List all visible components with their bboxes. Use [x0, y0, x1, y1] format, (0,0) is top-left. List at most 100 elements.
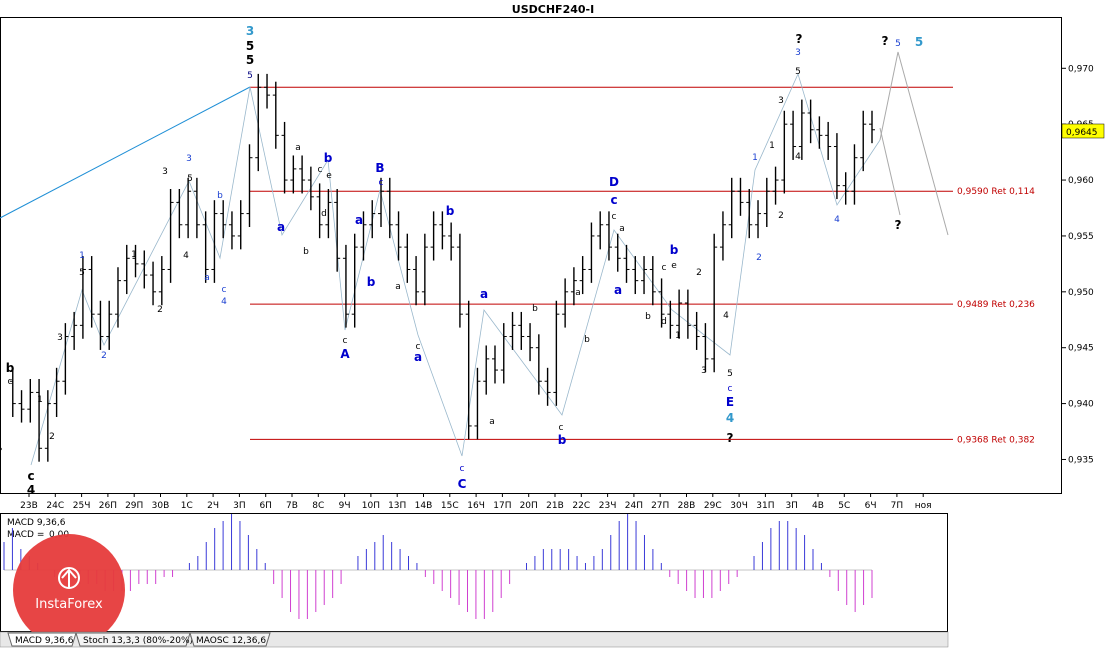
wave-label: 5 [895, 39, 901, 49]
wave-label: e [326, 171, 332, 181]
wave-label: 3 [778, 96, 784, 106]
wave-label: 1 [675, 331, 681, 341]
wave-label: a [489, 417, 495, 427]
x-tick-label: 5С [838, 501, 850, 511]
wave-label: 4 [834, 215, 840, 225]
wave-label: c [27, 469, 34, 483]
x-tick-label: 13П [388, 501, 406, 511]
forecast-path [879, 51, 949, 236]
wave-label: 5 [247, 71, 253, 81]
y-tick-label: 0,955 [1068, 232, 1094, 242]
wave-label: c [460, 464, 465, 474]
wave-label: 3 [701, 366, 707, 376]
x-tick-label: 17П [493, 501, 511, 511]
wave-label: 1 [37, 395, 43, 405]
wave-label: 4 [726, 411, 734, 425]
wave-label: c [222, 285, 227, 295]
wave-label: 4 [183, 251, 189, 261]
wave-label: 2 [101, 351, 107, 361]
wave-label: 3 [246, 24, 254, 38]
wave-label: b [6, 361, 15, 375]
x-tick-label: 9Ч [339, 501, 351, 511]
wave-label: c [379, 178, 384, 188]
wave-label: b [584, 335, 590, 345]
x-tick-label: 7В [286, 501, 298, 511]
x-axis: 23В 24С 25Ч 26П 29П 30В 1С 2Ч 3П 6П 7В 8С 9Ч 10П 13П 14… [20, 493, 932, 511]
wave-label: a [619, 224, 625, 234]
wave-label: 5 [79, 268, 85, 278]
tab-stoch-label: Stoch 13,3,3 (80%-20%) [83, 636, 193, 646]
wave-label: a [277, 220, 285, 234]
chart-title: USDCHF240-I [512, 3, 594, 16]
x-tick-label: 22С [572, 501, 590, 511]
x-tick-label: 7П [891, 501, 904, 511]
x-tick-label: 27П [651, 501, 669, 511]
y-tick-label: 0,950 [1068, 288, 1094, 298]
wave-trendlines [0, 72, 881, 466]
last-price-tag: 0,9645 [1061, 123, 1105, 139]
wave-label: b [670, 243, 679, 257]
x-tick-label: 8С [312, 501, 324, 511]
y-tick-label: 0,940 [1068, 400, 1094, 410]
wave-label: 4 [795, 152, 801, 162]
wave-label: c [610, 193, 617, 207]
wave-label: 5 [727, 369, 733, 379]
wave-label: a [395, 282, 401, 292]
wave-label: a [414, 350, 422, 364]
tab-macd[interactable]: MACD 9,36,6 [7, 632, 77, 647]
wave-label: a [614, 283, 622, 297]
wave-label: C [458, 477, 467, 491]
tab-maosc[interactable]: MAOSC 12,36,6 [189, 632, 271, 647]
watermark-text: InstaForex [35, 597, 103, 612]
wave-label: 4 [27, 483, 35, 497]
x-tick-label: 29П [125, 501, 143, 511]
tab-stoch[interactable]: Stoch 13,3,3 (80%-20%) [75, 632, 193, 647]
wave-label: 5 [246, 39, 254, 53]
wave-label: 1 [79, 251, 85, 261]
x-tick-label: 23В [20, 501, 38, 511]
x-tick-label: 1С [181, 501, 193, 511]
wave-label: ? [796, 32, 803, 46]
fib-level-label: 0,9368 Ret 0,382 [957, 435, 1035, 445]
x-tick-label: 3П [233, 501, 246, 511]
wave-label: 1 [769, 141, 775, 151]
x-tick-label: 26П [99, 501, 117, 511]
y-tick-label: 0,945 [1068, 344, 1094, 354]
wave-label: c [318, 165, 323, 175]
instaforex-logo: InstaForex [13, 534, 125, 646]
wave-label: a [480, 287, 488, 301]
wave-label: c [662, 263, 667, 273]
wave-label: 2 [778, 211, 784, 221]
wave-label: a [575, 288, 581, 298]
macd-label: MACD 9,36,6 [7, 518, 66, 528]
x-tick-label: 10П [362, 501, 380, 511]
y-tick-label: 0,970 [1068, 64, 1094, 74]
wave-zigzag [30, 72, 881, 466]
wave-label: 2 [696, 268, 702, 278]
wave-label: a [355, 213, 363, 227]
wave-label: 3 [162, 167, 168, 177]
wave-label: b [217, 191, 223, 201]
wave-label: b [532, 304, 538, 314]
x-tick-label: 30В [152, 501, 170, 511]
wave-label: 5 [795, 67, 801, 77]
wave-label: 1 [131, 250, 137, 260]
macd-histogram [3, 514, 873, 619]
x-tick-label: 24С [46, 501, 64, 511]
fib-levels: 0,9590 Ret 0,114 0,9489 Ret 0,236 0,9368 R… [250, 86, 1035, 445]
wave-label: ? [882, 34, 889, 48]
wave-label: 2 [157, 305, 163, 315]
wave-label: e [671, 261, 677, 271]
wave-label: b [558, 433, 567, 447]
wave-label: b [324, 151, 333, 165]
wave-label: 5 [246, 53, 254, 67]
x-tick-label: 6П [259, 501, 272, 511]
wave-label: c [8, 377, 13, 387]
wave-label: b [303, 247, 309, 257]
wave-label: c [728, 384, 733, 394]
x-tick-label: 29С [704, 501, 722, 511]
wave-label: A [340, 347, 350, 361]
wave-label: 2 [49, 432, 55, 442]
